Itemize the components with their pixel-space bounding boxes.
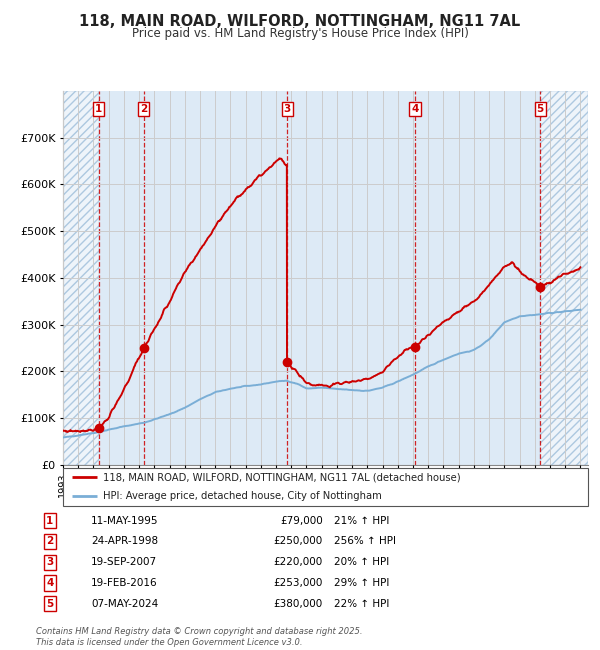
Text: 5: 5 — [46, 599, 53, 609]
Text: 24-APR-1998: 24-APR-1998 — [91, 536, 158, 547]
Text: 19-FEB-2016: 19-FEB-2016 — [91, 578, 158, 588]
Text: 4: 4 — [411, 104, 419, 114]
Text: 19-SEP-2007: 19-SEP-2007 — [91, 557, 157, 567]
Text: £250,000: £250,000 — [274, 536, 323, 547]
Text: 3: 3 — [46, 557, 53, 567]
Bar — [99, 91, 144, 465]
Bar — [63, 91, 99, 465]
Text: 2: 2 — [140, 104, 148, 114]
Text: 20% ↑ HPI: 20% ↑ HPI — [334, 557, 389, 567]
Text: 4: 4 — [46, 578, 53, 588]
Bar — [63, 91, 99, 465]
Text: 256% ↑ HPI: 256% ↑ HPI — [334, 536, 396, 547]
Text: 118, MAIN ROAD, WILFORD, NOTTINGHAM, NG11 7AL: 118, MAIN ROAD, WILFORD, NOTTINGHAM, NG1… — [79, 14, 521, 29]
Text: HPI: Average price, detached house, City of Nottingham: HPI: Average price, detached house, City… — [103, 491, 382, 501]
Text: 3: 3 — [283, 104, 290, 114]
Text: Contains HM Land Registry data © Crown copyright and database right 2025.
This d: Contains HM Land Registry data © Crown c… — [36, 627, 362, 647]
Text: Price paid vs. HM Land Registry's House Price Index (HPI): Price paid vs. HM Land Registry's House … — [131, 27, 469, 40]
Text: 5: 5 — [536, 104, 544, 114]
Text: 118, MAIN ROAD, WILFORD, NOTTINGHAM, NG11 7AL (detached house): 118, MAIN ROAD, WILFORD, NOTTINGHAM, NG1… — [103, 473, 461, 482]
Text: 2: 2 — [46, 536, 53, 547]
Bar — [540, 91, 588, 465]
Text: £253,000: £253,000 — [274, 578, 323, 588]
Text: 22% ↑ HPI: 22% ↑ HPI — [334, 599, 389, 609]
Bar — [144, 91, 287, 465]
Text: 21% ↑ HPI: 21% ↑ HPI — [334, 515, 389, 526]
Text: £79,000: £79,000 — [280, 515, 323, 526]
Text: £380,000: £380,000 — [274, 599, 323, 609]
Bar — [415, 91, 540, 465]
Bar — [540, 91, 588, 465]
Text: 07-MAY-2024: 07-MAY-2024 — [91, 599, 158, 609]
Text: £220,000: £220,000 — [274, 557, 323, 567]
Text: 1: 1 — [95, 104, 103, 114]
Text: 11-MAY-1995: 11-MAY-1995 — [91, 515, 158, 526]
Text: 1: 1 — [46, 515, 53, 526]
Bar — [287, 91, 415, 465]
Text: 29% ↑ HPI: 29% ↑ HPI — [334, 578, 389, 588]
FancyBboxPatch shape — [63, 468, 588, 506]
